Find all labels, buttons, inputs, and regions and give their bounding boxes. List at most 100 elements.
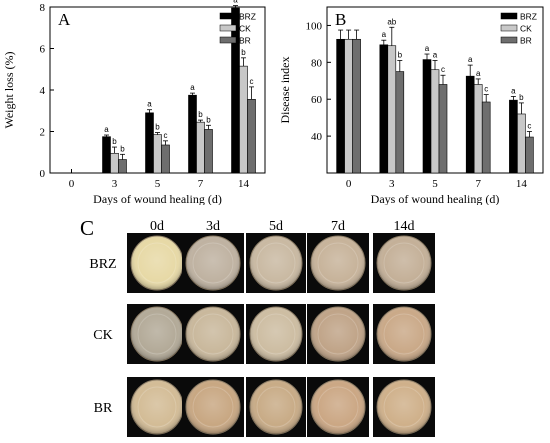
column-label: 0d [150,219,164,234]
x-tick-label: 14 [238,178,250,190]
tuber-shading [186,236,240,290]
y-tick-label: 80 [311,57,323,69]
significance-letter: c [527,122,531,131]
bar [161,144,170,174]
tuber-vascular-ring [137,386,177,428]
row-label: BRZ [89,257,116,272]
tuber-vascular-ring [383,313,425,355]
bar [118,159,127,174]
bar [517,113,526,174]
legend-swatch [219,12,237,20]
y-tick-label: 40 [311,131,323,143]
x-tick-label: 5 [155,178,161,190]
legend-swatch [219,36,237,44]
bar [153,134,162,174]
tuber-vascular-ring [383,242,425,284]
tuber-shading [250,236,302,290]
bar [465,75,475,174]
x-tick-label: 3 [389,178,395,190]
column-label: 5d [269,219,283,234]
tuber-shading [311,307,365,361]
tuber-vascular-ring [256,242,296,284]
x-tick-label: 3 [112,178,118,190]
bar [344,38,353,174]
significance-letter: a [476,69,481,78]
bar [188,94,197,174]
y-tick-label: 4 [40,85,46,97]
y-tick-label: 8 [40,2,46,14]
tuber-shading [131,236,183,290]
tuber-vascular-ring [137,242,177,284]
significance-letter: a [104,125,109,134]
y-tick-label: 6 [40,44,46,56]
significance-letter: b [112,137,117,146]
panel-label: A [58,10,71,29]
significance-letter: ab [387,17,396,26]
bar [352,38,361,174]
significance-letter: c [484,85,488,94]
x-tick-label: 0 [346,178,352,190]
y-tick-label: 60 [311,94,323,106]
tuber-shading [250,380,302,434]
significance-letter: a [468,55,473,64]
tuber-shading [250,307,302,361]
bar [509,99,518,174]
tuber-shading [311,236,365,290]
bar [379,44,389,174]
bar [422,59,432,174]
bar [525,136,534,174]
tuber-vascular-ring [256,386,296,428]
bar [239,65,248,174]
bar [102,136,111,174]
tuber-shading [131,307,183,361]
significance-letter: a [147,100,152,109]
tuber-vascular-ring [317,386,359,428]
bar [438,84,448,174]
tuber-shading [311,380,365,434]
significance-letter: a [433,50,438,59]
significance-letter: b [398,50,403,59]
legend-swatch [500,36,518,44]
x-tick-label: 14 [516,178,528,190]
bar [430,69,440,174]
legend-label: BR [239,36,251,46]
significance-letter: a [382,30,387,39]
bar [481,101,491,174]
tuber-vascular-ring [383,386,425,428]
significance-letter: c [441,65,445,74]
significance-letter: a [511,86,516,95]
y-tick-label: 2 [40,127,46,139]
column-label: 14d [394,219,415,234]
row-label: CK [93,328,112,343]
tuber-vascular-ring [317,242,359,284]
bar [196,121,205,174]
x-tick-label: 7 [475,178,481,190]
x-tick-label: 5 [432,178,438,190]
y-tick-label: 100 [306,20,323,32]
significance-letter: b [155,123,160,132]
bar [204,129,213,174]
tuber-photo-panel: C 0d 3d 5d 7d 14d BRZ CK BR [80,216,435,437]
column-label: 7d [331,219,345,234]
bar [395,71,405,174]
tuber-shading [186,307,240,361]
tuber-shading [186,380,240,434]
significance-letter: a [233,0,238,5]
significance-letter: c [250,77,254,86]
legend-label: BR [520,36,532,46]
significance-letter: b [519,93,524,102]
significance-letter: b [241,48,246,57]
tuber-vascular-ring [317,313,359,355]
legend-label: CK [239,24,251,34]
bar [110,152,119,174]
tuber-vascular-ring [192,242,234,284]
y-axis-label: Disease index [278,57,292,124]
bar [387,45,397,174]
y-tick-label: 0 [40,168,46,180]
tuber-vascular-ring [192,313,234,355]
row-label: BR [94,401,113,416]
significance-letter: b [206,115,211,124]
bar [247,99,256,174]
